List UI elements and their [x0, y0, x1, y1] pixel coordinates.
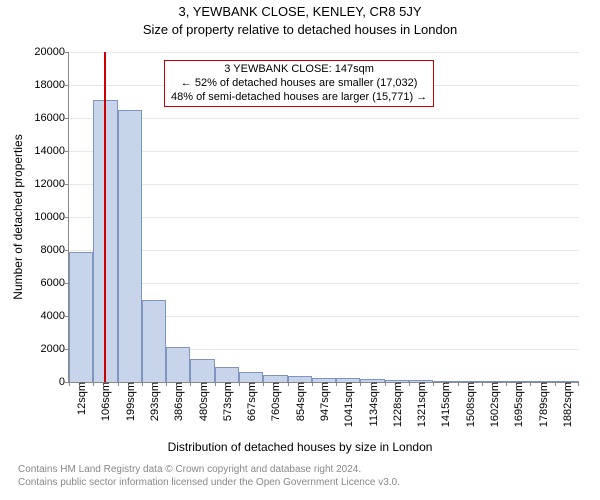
x-tick-label: 1602sqm — [487, 382, 501, 427]
x-tick-mark — [263, 382, 264, 386]
x-tick-label: 106sqm — [98, 382, 112, 421]
x-tick-label: 573sqm — [220, 382, 234, 421]
x-tick-mark — [360, 382, 361, 386]
y-tick-label: 20000 — [34, 46, 69, 58]
y-axis-label: Number of detached properties — [11, 134, 25, 299]
bar — [142, 300, 166, 383]
x-tick-mark — [578, 382, 579, 386]
annotation-line: ← 52% of detached houses are smaller (17… — [171, 77, 427, 91]
gridline — [69, 217, 579, 218]
chart-title-1: 3, YEWBANK CLOSE, KENLEY, CR8 5JY — [0, 4, 600, 19]
bar — [239, 372, 263, 382]
chart-subtitle: Size of property relative to detached ho… — [0, 22, 600, 37]
x-tick-mark — [312, 382, 313, 386]
bar — [263, 375, 287, 382]
x-tick-label: 386sqm — [171, 382, 185, 421]
x-tick-label: 1508sqm — [463, 382, 477, 427]
x-tick-mark — [142, 382, 143, 386]
x-tick-label: 1695sqm — [511, 382, 525, 427]
y-tick-mark — [65, 118, 69, 119]
bar — [215, 367, 239, 382]
chart-plot-area: 0200040006000800010000120001400016000180… — [68, 52, 579, 383]
x-tick-label: 12sqm — [74, 382, 88, 415]
x-tick-mark — [506, 382, 507, 386]
x-tick-mark — [482, 382, 483, 386]
annotation-box: 3 YEWBANK CLOSE: 147sqm← 52% of detached… — [164, 60, 434, 107]
x-tick-mark — [433, 382, 434, 386]
bar — [118, 110, 142, 382]
annotation-line: 48% of semi-detached houses are larger (… — [171, 91, 427, 105]
gridline — [69, 151, 579, 152]
gridline — [69, 250, 579, 251]
x-tick-mark — [215, 382, 216, 386]
gridline — [69, 184, 579, 185]
x-tick-mark — [385, 382, 386, 386]
y-tick-label: 12000 — [34, 178, 69, 190]
y-tick-mark — [65, 85, 69, 86]
x-tick-label: 1415sqm — [438, 382, 452, 427]
x-tick-mark — [190, 382, 191, 386]
bar — [69, 252, 93, 382]
y-tick-label: 16000 — [34, 112, 69, 124]
x-tick-mark — [458, 382, 459, 386]
x-tick-label: 1134sqm — [366, 382, 380, 426]
annotation-line: 3 YEWBANK CLOSE: 147sqm — [171, 63, 427, 77]
footer-line-2: Contains public sector information licen… — [18, 477, 400, 490]
y-tick-label: 10000 — [34, 211, 69, 223]
reference-line — [104, 52, 106, 382]
y-tick-mark — [65, 217, 69, 218]
gridline — [69, 52, 579, 53]
x-tick-label: 199sqm — [123, 382, 137, 421]
x-tick-label: 1228sqm — [390, 382, 404, 427]
y-tick-label: 14000 — [34, 145, 69, 157]
x-tick-label: 667sqm — [244, 382, 258, 421]
x-tick-mark — [118, 382, 119, 386]
x-tick-mark — [409, 382, 410, 386]
x-tick-label: 760sqm — [268, 382, 282, 421]
x-tick-mark — [166, 382, 167, 386]
x-tick-label: 1789sqm — [536, 382, 550, 427]
x-tick-mark — [530, 382, 531, 386]
x-tick-mark — [69, 382, 70, 386]
footer-line-1: Contains HM Land Registry data © Crown c… — [18, 464, 400, 477]
x-tick-mark — [239, 382, 240, 386]
x-tick-label: 854sqm — [293, 382, 307, 421]
bar — [166, 347, 190, 382]
x-tick-mark — [336, 382, 337, 386]
gridline — [69, 283, 579, 284]
y-tick-mark — [65, 151, 69, 152]
x-tick-mark — [288, 382, 289, 386]
y-tick-label: 18000 — [34, 79, 69, 91]
x-tick-mark — [555, 382, 556, 386]
x-axis-label: Distribution of detached houses by size … — [0, 440, 600, 454]
bar — [190, 359, 214, 382]
x-tick-label: 947sqm — [317, 382, 331, 421]
x-tick-label: 480sqm — [196, 382, 210, 421]
x-tick-label: 293sqm — [147, 382, 161, 421]
x-tick-label: 1882sqm — [560, 382, 574, 427]
gridline — [69, 118, 579, 119]
y-tick-mark — [65, 184, 69, 185]
y-tick-mark — [65, 52, 69, 53]
x-tick-label: 1041sqm — [341, 382, 355, 427]
x-tick-label: 1321sqm — [414, 382, 428, 427]
x-tick-mark — [93, 382, 94, 386]
footer-attribution: Contains HM Land Registry data © Crown c… — [18, 464, 400, 489]
